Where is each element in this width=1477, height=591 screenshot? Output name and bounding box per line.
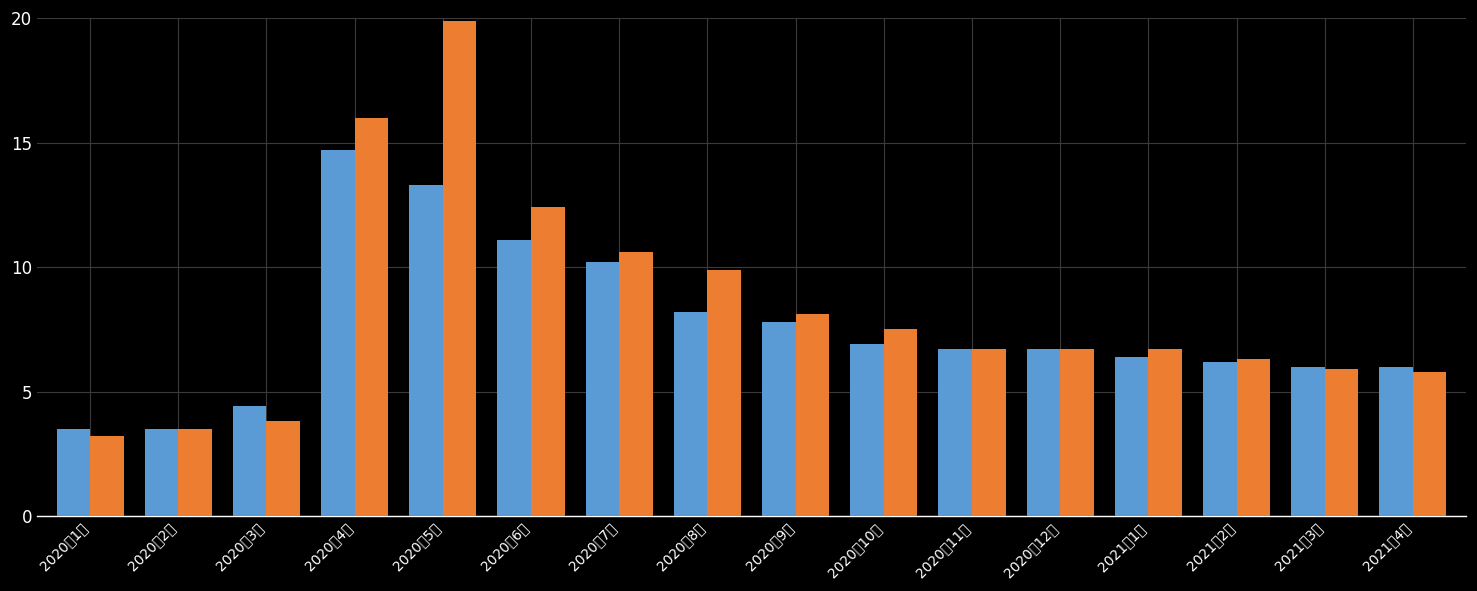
Bar [883,329,917,516]
Bar [90,436,124,516]
Bar [938,349,972,516]
Bar [674,312,707,516]
Bar [409,185,443,516]
Bar [1236,359,1270,516]
Bar [796,314,829,516]
Bar [1380,366,1413,516]
Bar [1204,362,1236,516]
Bar [1060,349,1093,516]
Bar [145,429,179,516]
Bar [179,429,211,516]
Bar [233,407,266,516]
Bar [619,252,653,516]
Bar [321,150,354,516]
Bar [443,21,476,516]
Bar [56,429,90,516]
Bar [1027,349,1060,516]
Bar [1149,349,1182,516]
Bar [707,269,741,516]
Bar [851,344,883,516]
Bar [1413,372,1446,516]
Bar [266,421,300,516]
Bar [1325,369,1359,516]
Bar [1115,356,1149,516]
Bar [532,207,564,516]
Bar [972,349,1006,516]
Bar [1291,366,1325,516]
Bar [762,322,796,516]
Bar [586,262,619,516]
Bar [498,240,532,516]
Bar [354,118,388,516]
